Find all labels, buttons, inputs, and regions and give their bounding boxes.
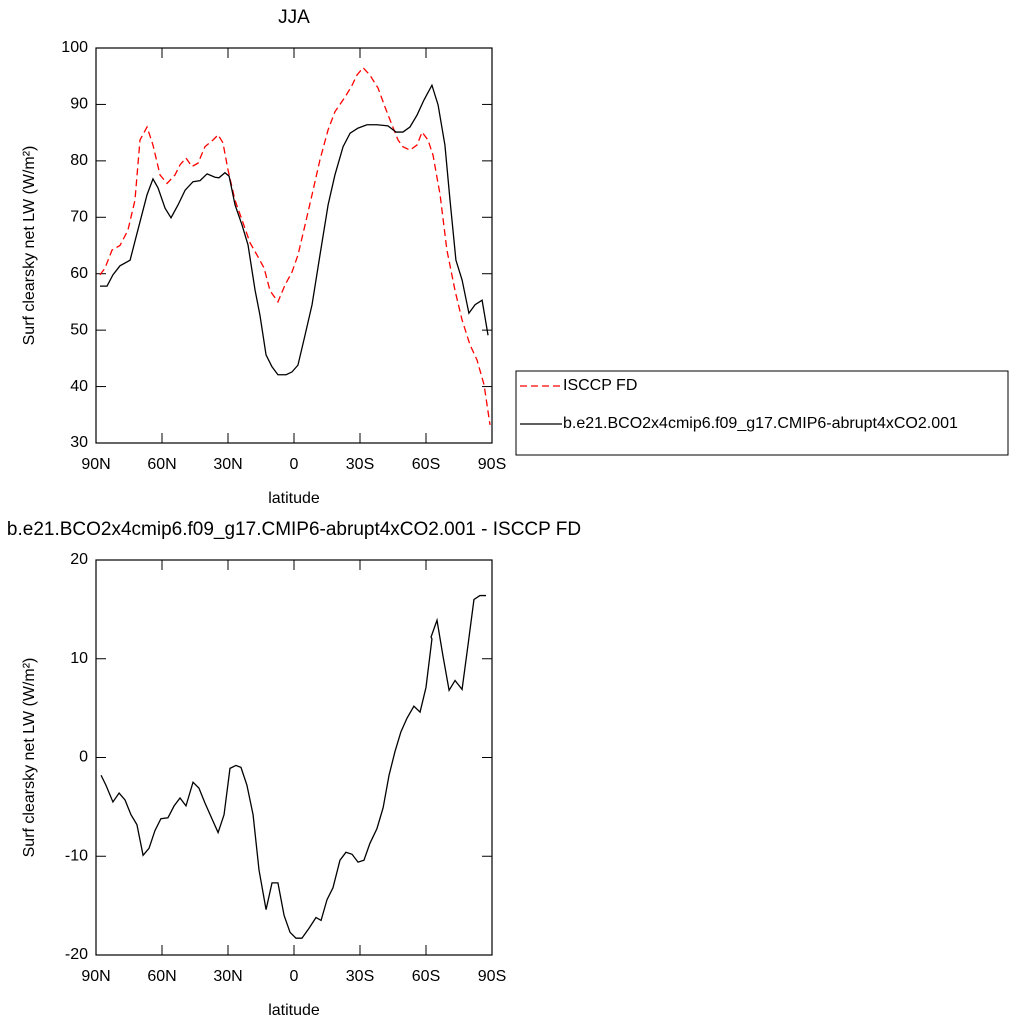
x-tick-label: 30N	[213, 456, 242, 473]
y-tick-label: -10	[65, 847, 88, 864]
y-tick-label: 60	[70, 265, 88, 282]
line-series	[99, 83, 489, 376]
x-tick-label: 30S	[346, 968, 374, 985]
x-axis-label: latitude	[268, 1002, 320, 1019]
legend-box	[515, 370, 1009, 456]
line-series	[100, 594, 487, 939]
x-tick-label: 60S	[412, 456, 440, 473]
x-tick-label: 90S	[478, 456, 506, 473]
plot-frame	[95, 47, 493, 444]
y-axis-label: Surf clearsky net LW (W/m²)	[21, 146, 38, 346]
x-tick-label: 0	[290, 456, 299, 473]
y-tick-label: 30	[70, 434, 88, 451]
x-tick-label: 60N	[147, 968, 176, 985]
y-tick-label: 90	[70, 96, 88, 113]
x-tick-label: 60S	[412, 968, 440, 985]
x-tick-label: 90N	[81, 968, 110, 985]
y-tick-label: -20	[65, 946, 88, 963]
x-tick-label: 60N	[147, 456, 176, 473]
x-tick-label: 90S	[478, 968, 506, 985]
y-tick-label: 40	[70, 378, 88, 395]
y-tick-label: 10	[70, 650, 88, 667]
y-tick-label: 80	[70, 152, 88, 169]
chart-title: b.e21.BCO2x4cmip6.f09_g17.CMIP6-abrupt4x…	[7, 519, 581, 540]
x-tick-label: 0	[290, 968, 299, 985]
y-axis-label: Surf clearsky net LW (W/m²)	[21, 658, 38, 858]
line-series	[99, 66, 491, 426]
x-tick-label: 90N	[81, 456, 110, 473]
x-axis-label: latitude	[268, 490, 320, 507]
legend-label: ISCCP FD	[563, 377, 637, 394]
x-tick-label: 30N	[213, 968, 242, 985]
y-tick-label: 50	[70, 321, 88, 338]
x-tick-label: 30S	[346, 456, 374, 473]
y-tick-label: 100	[61, 39, 88, 56]
chart-title: JJA	[278, 7, 310, 28]
y-tick-label: 0	[79, 749, 88, 766]
y-tick-label: 70	[70, 209, 88, 226]
y-tick-label: 20	[70, 551, 88, 568]
plot-frame	[95, 559, 493, 956]
legend-label: b.e21.BCO2x4cmip6.f09_g17.CMIP6-abrupt4x…	[563, 415, 958, 432]
